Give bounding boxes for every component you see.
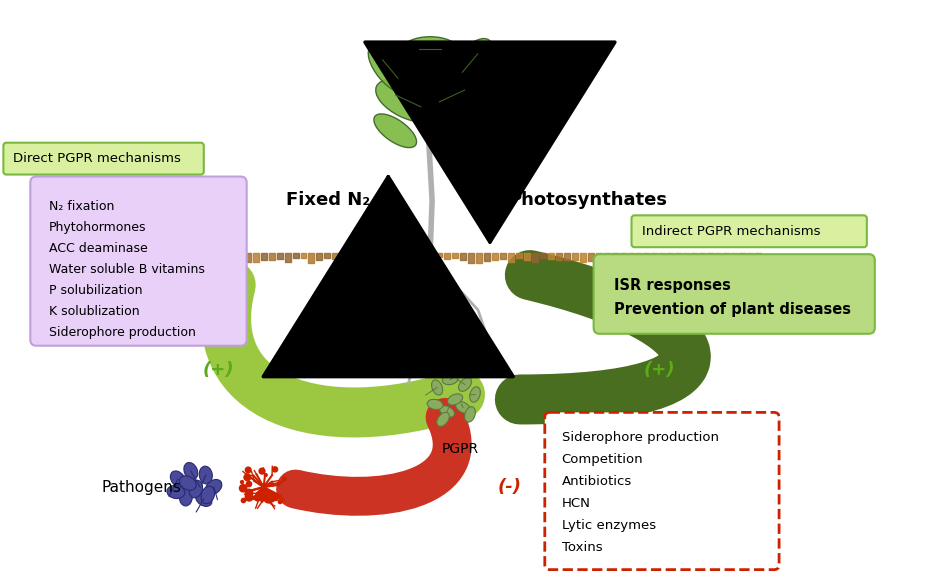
Ellipse shape <box>459 378 472 391</box>
Circle shape <box>245 488 253 497</box>
Text: (+): (+) <box>203 361 235 378</box>
Text: Siderophore production: Siderophore production <box>49 326 196 339</box>
Text: Siderophore production: Siderophore production <box>561 431 719 444</box>
Ellipse shape <box>448 39 492 88</box>
Ellipse shape <box>402 37 458 62</box>
Circle shape <box>282 476 287 482</box>
Text: PGPR: PGPR <box>442 442 479 456</box>
Text: Indirect PGPR mechanisms: Indirect PGPR mechanisms <box>642 225 821 238</box>
Text: Direct PGPR mechanisms: Direct PGPR mechanisms <box>13 152 181 165</box>
Text: Prevention of plant diseases: Prevention of plant diseases <box>613 302 851 317</box>
FancyBboxPatch shape <box>593 254 875 334</box>
Text: K solublization: K solublization <box>49 305 139 318</box>
FancyBboxPatch shape <box>4 143 203 175</box>
Ellipse shape <box>444 112 486 146</box>
Text: HCN: HCN <box>561 497 591 510</box>
Ellipse shape <box>179 476 196 490</box>
Circle shape <box>256 490 266 499</box>
Ellipse shape <box>179 488 192 506</box>
Circle shape <box>257 492 267 502</box>
Ellipse shape <box>431 380 443 395</box>
Circle shape <box>272 466 278 473</box>
Circle shape <box>244 473 252 481</box>
Circle shape <box>238 484 248 492</box>
Text: Lytic enzymes: Lytic enzymes <box>561 519 656 532</box>
Text: (-): (-) <box>498 478 522 496</box>
Text: Pathogens: Pathogens <box>101 480 181 495</box>
Circle shape <box>264 473 268 477</box>
Text: Toxins: Toxins <box>561 541 602 554</box>
Text: Fixed N₂: Fixed N₂ <box>286 191 370 210</box>
Circle shape <box>258 494 267 502</box>
Text: P solubilization: P solubilization <box>49 284 143 297</box>
Ellipse shape <box>167 486 185 499</box>
Circle shape <box>267 493 276 503</box>
Text: Phytohormones: Phytohormones <box>49 221 147 234</box>
Circle shape <box>278 499 283 504</box>
Ellipse shape <box>184 463 198 480</box>
Ellipse shape <box>189 480 203 498</box>
Circle shape <box>269 482 275 487</box>
Text: (+): (+) <box>643 361 675 378</box>
Circle shape <box>243 473 252 482</box>
Ellipse shape <box>428 399 443 410</box>
Circle shape <box>252 496 256 500</box>
Circle shape <box>246 480 252 487</box>
Ellipse shape <box>196 491 212 506</box>
Circle shape <box>245 492 253 502</box>
Ellipse shape <box>201 486 215 504</box>
FancyBboxPatch shape <box>631 215 867 247</box>
Ellipse shape <box>205 479 222 495</box>
Text: Antibiotics: Antibiotics <box>561 475 632 488</box>
Text: Competition: Competition <box>561 453 643 466</box>
Ellipse shape <box>442 374 458 385</box>
Ellipse shape <box>447 394 463 405</box>
Ellipse shape <box>374 114 416 147</box>
Text: Photosynthates: Photosynthates <box>508 191 667 210</box>
Text: Water soluble B vitamins: Water soluble B vitamins <box>49 263 205 276</box>
Circle shape <box>264 494 273 503</box>
Ellipse shape <box>440 406 454 417</box>
Text: ISR responses: ISR responses <box>613 278 730 293</box>
Text: ACC deaminase: ACC deaminase <box>49 242 148 255</box>
Circle shape <box>272 494 279 501</box>
Ellipse shape <box>437 412 449 426</box>
Text: N₂ fixation: N₂ fixation <box>49 200 115 214</box>
Ellipse shape <box>419 74 484 118</box>
Circle shape <box>240 480 244 484</box>
Circle shape <box>240 498 246 503</box>
Ellipse shape <box>200 466 212 484</box>
Ellipse shape <box>456 401 470 413</box>
Circle shape <box>258 468 266 475</box>
Ellipse shape <box>368 44 413 94</box>
Ellipse shape <box>171 471 186 487</box>
Ellipse shape <box>376 79 441 123</box>
Ellipse shape <box>464 407 476 422</box>
FancyBboxPatch shape <box>30 176 247 346</box>
Circle shape <box>264 491 272 499</box>
Circle shape <box>245 467 252 473</box>
FancyBboxPatch shape <box>544 412 779 570</box>
Circle shape <box>254 495 261 502</box>
Ellipse shape <box>470 386 480 402</box>
Circle shape <box>246 491 251 495</box>
